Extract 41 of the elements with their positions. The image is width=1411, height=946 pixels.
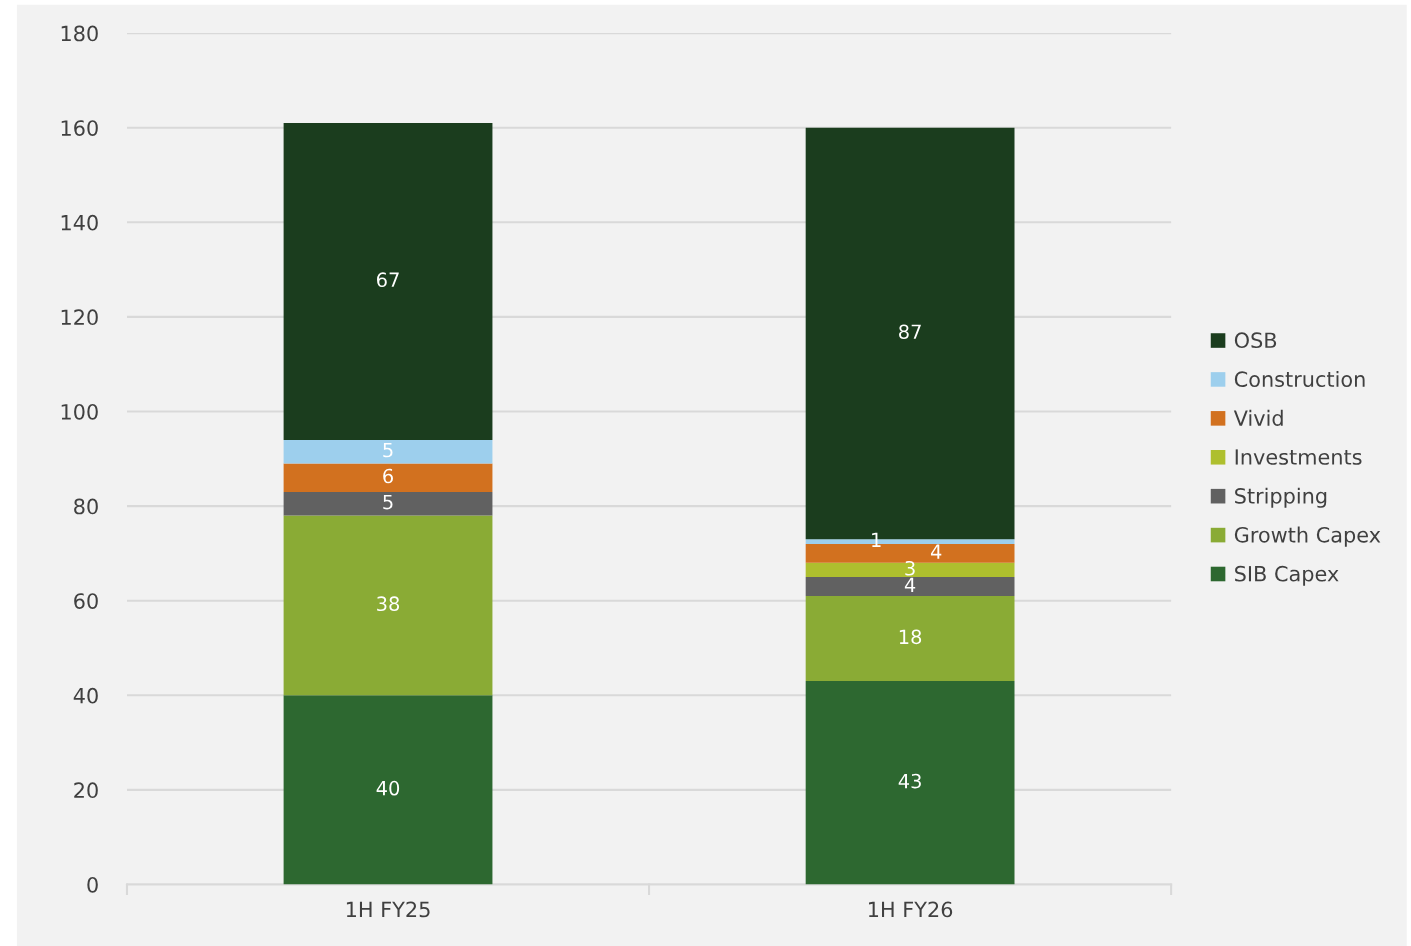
bar: [805, 562, 1015, 578]
legend-label: Construction: [1234, 370, 1365, 388]
bar: [283, 515, 493, 696]
data-label: 6: [383, 468, 393, 484]
data-label: 38: [377, 596, 400, 612]
y-tick-label: 180: [61, 25, 98, 42]
bar: [805, 681, 1015, 885]
y-tick-label: 20: [74, 782, 98, 799]
y-tick-label: 60: [74, 593, 98, 609]
bar: [283, 491, 493, 516]
x-tick-label: 1H FY26: [869, 901, 953, 918]
data-label: 4: [930, 544, 942, 559]
data-label: 43: [898, 773, 921, 789]
bar: [805, 595, 1015, 682]
y-tick-label: 160: [61, 120, 98, 136]
y-tick-label: 0: [87, 876, 98, 893]
bar: [283, 463, 493, 492]
legend-label: Growth Capex: [1234, 526, 1381, 547]
legend-label: OSB: [1234, 332, 1277, 349]
data-label: 40: [376, 780, 400, 796]
legend-label: SIB Capex: [1235, 565, 1339, 586]
y-tick-label: 100: [61, 403, 98, 420]
bar: [283, 439, 493, 464]
bar: [805, 577, 1015, 596]
y-tick-label: 140: [61, 214, 98, 231]
data-label: 3: [905, 560, 915, 576]
y-tick-label: 40: [73, 687, 98, 704]
x-tick-label: 1H FY25: [346, 901, 430, 918]
y-tick-label: 80: [74, 498, 98, 515]
data-label: 5: [383, 494, 393, 510]
data-label: 18: [899, 629, 922, 645]
bar: [283, 695, 493, 885]
data-label: 5: [383, 442, 393, 458]
data-label: 4: [904, 577, 916, 592]
bar: [283, 122, 493, 440]
data-label: 67: [377, 272, 399, 288]
data-label: 87: [899, 324, 921, 340]
legend-label: Stripping: [1235, 487, 1327, 508]
legend-label: Investments: [1235, 449, 1362, 465]
y-tick-label: 120: [61, 309, 98, 326]
legend-label: Vivid: [1233, 409, 1283, 426]
